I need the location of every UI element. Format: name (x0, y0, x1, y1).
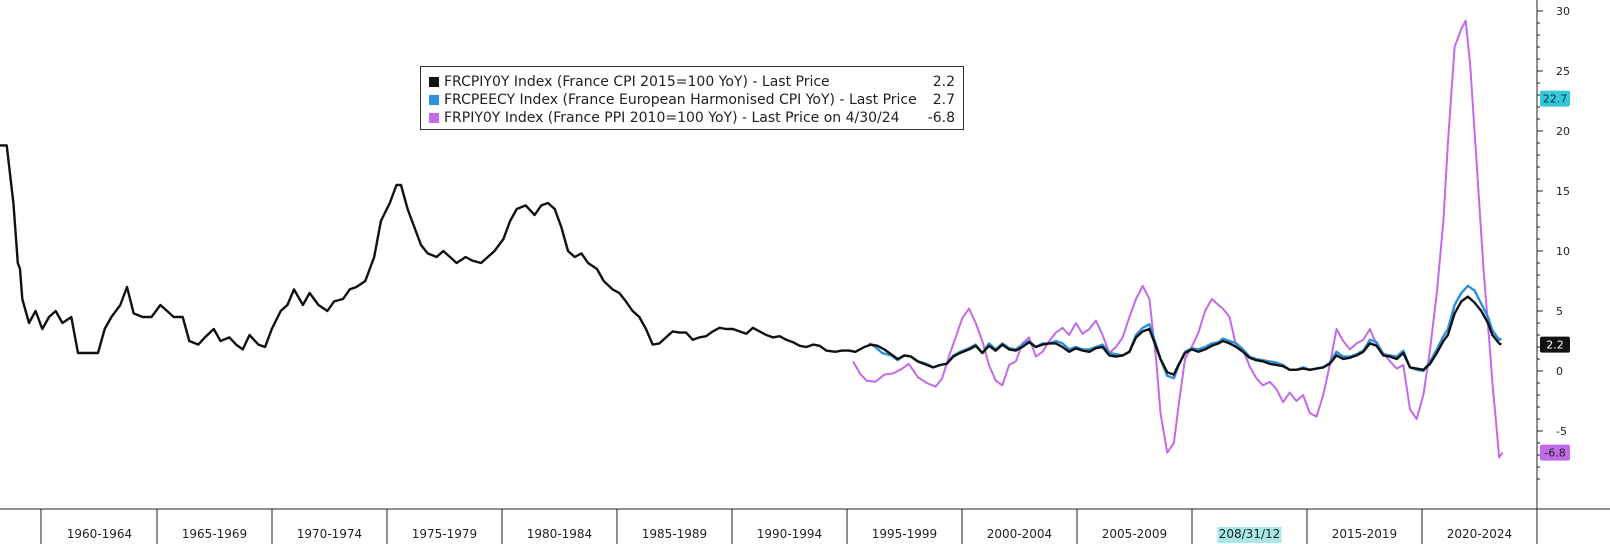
y-tick-label: -5 (1556, 425, 1567, 438)
legend-swatch-cpi (429, 77, 439, 87)
x-tick-label: 2005-2009 (1102, 527, 1167, 541)
y-tick-label: 10 (1556, 245, 1570, 258)
y-tick-label: 25 (1556, 65, 1570, 78)
axis-tag-label: 22.7 (1543, 93, 1568, 106)
x-tick-label: 1975-1979 (412, 527, 477, 541)
y-tick-label: 0 (1556, 365, 1563, 378)
x-tick-label: 2015-2019 (1332, 527, 1397, 541)
legend-row-ppi: FRPIY0Y Index (France PPI 2010=100 YoY) … (429, 109, 955, 127)
y-tick-label: 30 (1556, 5, 1570, 18)
y-tick-label: 20 (1556, 125, 1570, 138)
x-tick-label: 1985-1989 (642, 527, 707, 541)
series-line-ppi (852, 19, 1504, 459)
x-tick-label: 1980-1984 (527, 527, 592, 541)
x-tick-label: 2000-2004 (987, 527, 1052, 541)
x-tick-label: 1960-1964 (67, 527, 132, 541)
x-tick-label: 208/31/12 (1219, 527, 1281, 541)
axis-tag-box (1540, 90, 1570, 107)
legend-swatch-ppi (429, 113, 439, 123)
axis-tags: 22.7 2.2 -6.8 (1540, 90, 1570, 461)
x-tick-label: 2020-2024 (1447, 527, 1512, 541)
legend-label-ppi: FRPIY0Y Index (France PPI 2010=100 YoY) … (444, 110, 900, 126)
legend-value-cpi: 2.2 (932, 74, 955, 90)
x-cursor-highlight (1217, 527, 1282, 543)
legend-label-hicp: FRCPEECY Index (France European Harmonis… (444, 92, 917, 108)
legend-label-cpi: FRCPIY0Y Index (France CPI 2015=100 YoY)… (444, 74, 830, 90)
series-layer (0, 19, 1504, 459)
y-tick-label: 5 (1556, 305, 1563, 318)
axis-tag-box (1540, 336, 1570, 353)
legend: FRCPIY0Y Index (France CPI 2015=100 YoY)… (420, 66, 964, 130)
x-tick-label: 1965-1969 (182, 527, 247, 541)
legend-row-cpi: FRCPIY0Y Index (France CPI 2015=100 YoY)… (429, 73, 955, 91)
legend-row-hicp: FRCPEECY Index (France European Harmonis… (429, 91, 955, 109)
legend-value-hicp: 2.7 (932, 92, 955, 108)
x-tick-label: 1990-1994 (757, 527, 822, 541)
x-tick-label: 1995-1999 (872, 527, 937, 541)
x-tick-label: 1970-1974 (297, 527, 362, 541)
axis-tag-label: 2.2 (1546, 339, 1564, 352)
series-line-cpi (0, 144, 1502, 376)
legend-value-ppi: -6.8 (927, 110, 955, 126)
axis-tag-box (1540, 444, 1570, 461)
legend-swatch-hicp (429, 95, 439, 105)
y-tick-label: 15 (1556, 185, 1570, 198)
axis-tag-label: -6.8 (1544, 447, 1565, 460)
